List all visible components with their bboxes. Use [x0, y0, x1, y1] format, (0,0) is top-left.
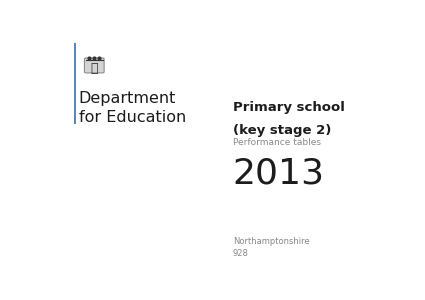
Text: Performance tables: Performance tables: [232, 138, 320, 147]
Text: Northamptonshire: Northamptonshire: [232, 237, 309, 246]
Text: ✳: ✳: [86, 52, 102, 71]
FancyBboxPatch shape: [85, 58, 104, 73]
Text: Primary school: Primary school: [232, 101, 345, 114]
Text: Department: Department: [79, 92, 176, 106]
Text: for Education: for Education: [79, 110, 186, 125]
Text: 928: 928: [232, 248, 249, 257]
Text: 🦁: 🦁: [91, 62, 98, 75]
Text: (key stage 2): (key stage 2): [232, 124, 331, 137]
Text: 2013: 2013: [232, 156, 325, 190]
